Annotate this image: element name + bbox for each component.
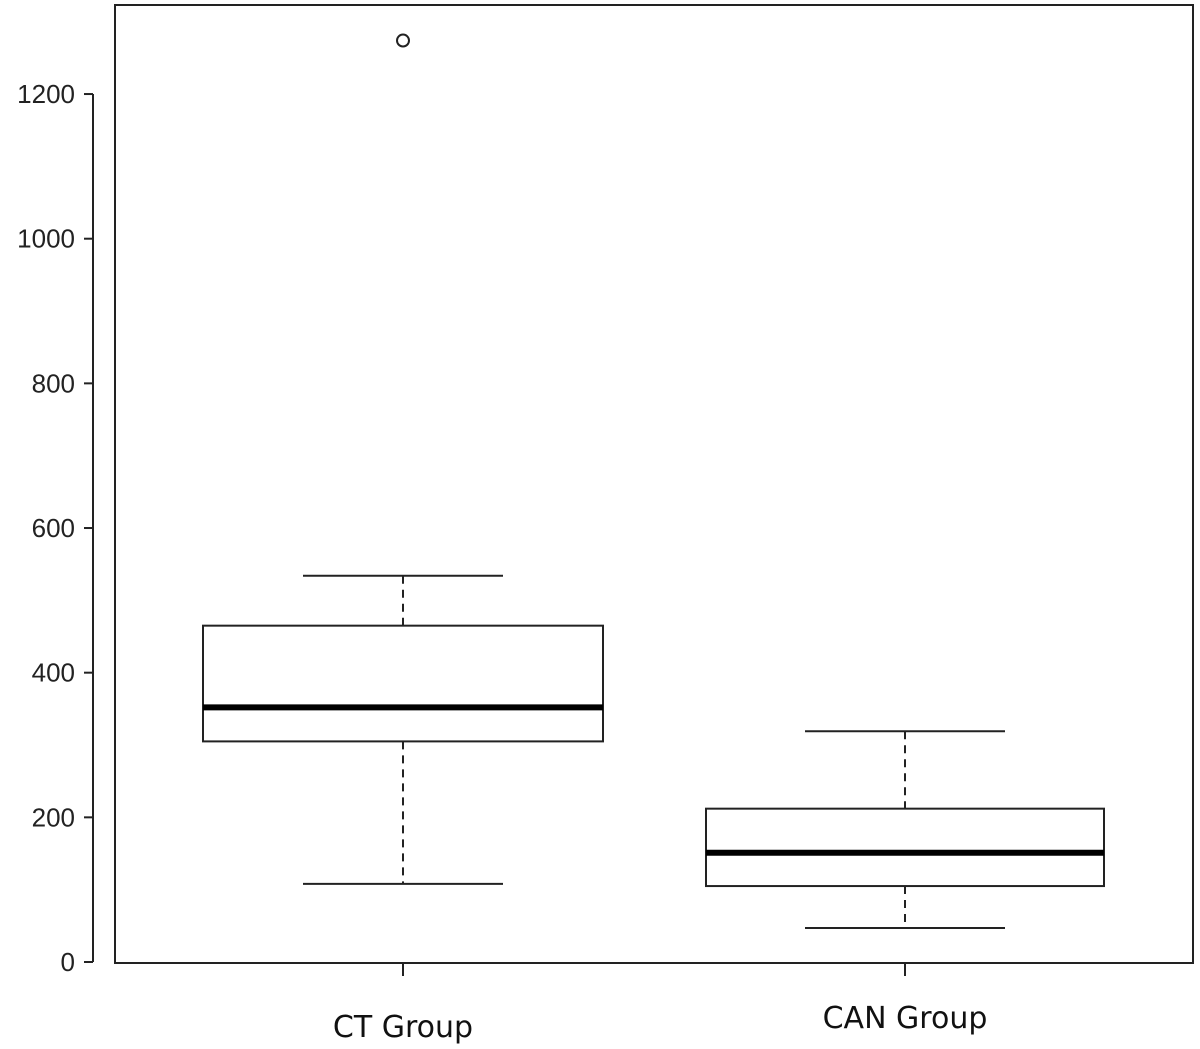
iqr-box bbox=[705, 807, 1105, 888]
y-tick-label: 1000 bbox=[17, 224, 75, 254]
y-tick-label: 0 bbox=[61, 947, 75, 977]
boxes bbox=[202, 33, 1105, 930]
x-category-label: CT Group bbox=[333, 1010, 473, 1045]
box-group bbox=[705, 730, 1105, 930]
y-tick-label: 800 bbox=[32, 368, 75, 398]
box-group bbox=[202, 33, 604, 885]
y-tick-label: 600 bbox=[32, 513, 75, 543]
plot-frame bbox=[114, 4, 1194, 964]
y-tick-label: 1200 bbox=[17, 79, 75, 109]
x-axis: CT Group CAN Group bbox=[333, 963, 987, 1045]
y-tick-label: 400 bbox=[32, 658, 75, 688]
outlier-point bbox=[396, 33, 410, 48]
iqr-box bbox=[202, 624, 604, 743]
y-tick-label: 200 bbox=[32, 802, 75, 832]
y-axis: 0 200 400 600 800 1000 1200 bbox=[17, 79, 94, 977]
x-category-label: CAN Group bbox=[823, 1001, 988, 1036]
